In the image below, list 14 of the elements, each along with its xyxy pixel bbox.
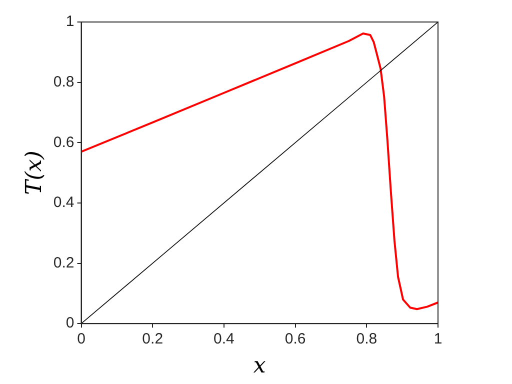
y-tick-label: 0.4 (53, 194, 74, 212)
x-axis-title: x (253, 354, 266, 379)
y-tick-label: 0.2 (53, 254, 74, 272)
y-tick-label: 1 (66, 13, 74, 30)
y-tick-label: 0.6 (53, 134, 74, 151)
y-axis-title: T(x) (22, 150, 47, 195)
x-tick-label: 0.8 (356, 330, 378, 348)
y-tick-label: 0.8 (53, 73, 74, 90)
x-tick-label: 1 (434, 330, 442, 348)
x-tick-label: 0.4 (214, 330, 234, 348)
x-tick-label: 0 (77, 330, 86, 348)
x-tick-label: 0.2 (142, 330, 164, 348)
y-tick-label: 0 (66, 314, 74, 332)
x-tick-label: 0.6 (284, 330, 306, 348)
